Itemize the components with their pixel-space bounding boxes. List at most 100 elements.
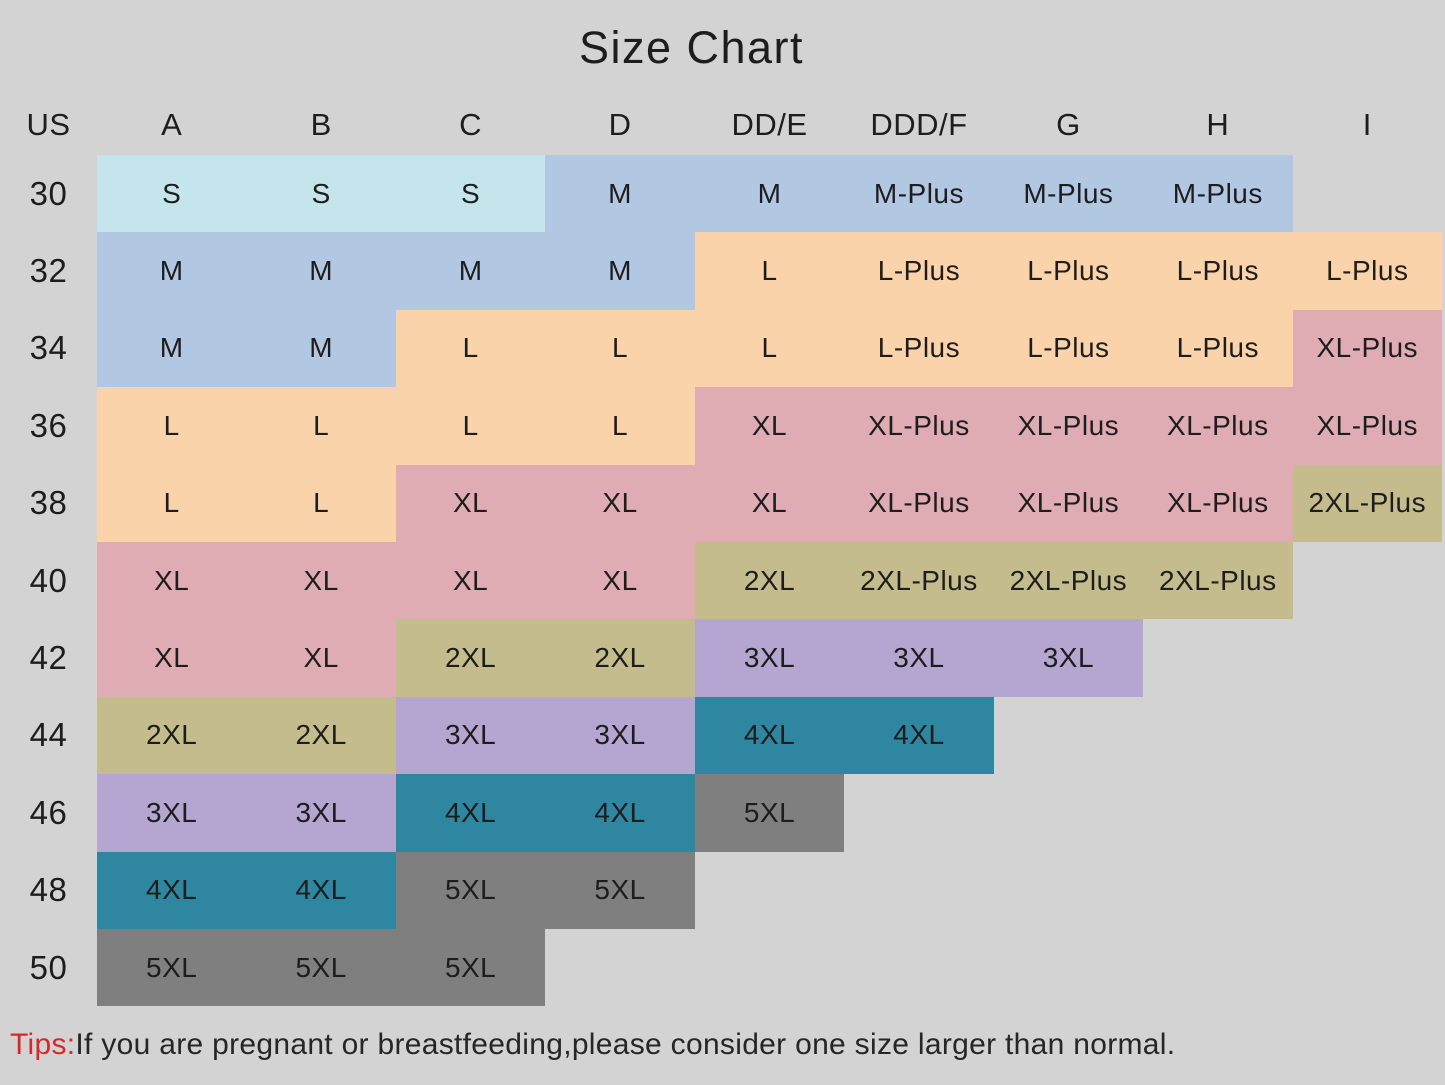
size-cell: 4XL xyxy=(246,851,396,929)
size-cell: XL xyxy=(545,464,695,542)
empty-cell xyxy=(1143,852,1292,929)
size-cell: XL xyxy=(395,541,546,620)
size-cell: L-Plus xyxy=(1143,232,1293,310)
empty-cell xyxy=(695,852,844,929)
size-cell: XL xyxy=(97,541,247,620)
row-label-34: 34 xyxy=(29,329,68,367)
size-cell: 2XL-Plus xyxy=(844,541,994,620)
size-cell: L-Plus xyxy=(844,309,994,388)
column-header-c: C xyxy=(459,107,483,142)
empty-cell xyxy=(994,697,1143,774)
size-cell: 3XL xyxy=(844,619,994,697)
row-label-32: 32 xyxy=(29,252,68,290)
size-cell: 2XL xyxy=(246,696,396,775)
size-cell: 2XL-Plus xyxy=(993,541,1144,620)
column-header-d: D xyxy=(608,107,632,142)
empty-cell xyxy=(844,929,993,1006)
size-cell: 2XL xyxy=(545,619,695,697)
size-cell: XL-Plus xyxy=(993,387,1144,465)
size-cell: M xyxy=(246,232,396,310)
size-cell: 2XL xyxy=(694,541,845,620)
empty-cell xyxy=(1293,774,1442,851)
size-cell: S xyxy=(97,155,247,233)
size-cell: M-Plus xyxy=(1143,155,1293,233)
row-label-44: 44 xyxy=(29,716,68,754)
column-header-ddd-f: DDD/F xyxy=(870,107,968,142)
size-cell: 3XL xyxy=(97,774,247,852)
empty-cell xyxy=(844,774,993,851)
size-cell: L-Plus xyxy=(1292,232,1442,310)
size-cell: L-Plus xyxy=(1143,309,1293,388)
row-label-48: 48 xyxy=(29,871,68,909)
column-header-a: A xyxy=(161,107,183,142)
size-cell: M xyxy=(545,155,695,233)
size-cell: 2XL-Plus xyxy=(1292,464,1442,542)
row-label-42: 42 xyxy=(29,639,68,677)
size-cell: XL xyxy=(694,387,845,465)
size-cell: 5XL xyxy=(694,774,845,852)
empty-cell xyxy=(994,774,1143,851)
size-cell: 5XL xyxy=(246,928,396,1007)
column-header-dd-e: DD/E xyxy=(731,107,808,142)
empty-cell xyxy=(695,929,844,1006)
size-cell: 2XL xyxy=(97,696,247,775)
row-label-46: 46 xyxy=(29,793,68,831)
size-cell: 5XL xyxy=(395,851,546,929)
row-label-36: 36 xyxy=(29,406,68,444)
size-cell: M-Plus xyxy=(993,155,1144,233)
size-cell: L xyxy=(97,464,247,542)
size-cell: L xyxy=(246,464,396,542)
empty-cell xyxy=(994,852,1143,929)
empty-cell xyxy=(1293,155,1442,232)
empty-cell xyxy=(545,929,694,1006)
empty-cell xyxy=(1143,774,1292,851)
empty-cell xyxy=(1293,929,1442,1006)
size-cell: 3XL xyxy=(545,696,695,775)
size-cell: L xyxy=(395,387,546,465)
column-header-h: H xyxy=(1206,107,1230,142)
size-cell: 4XL xyxy=(694,696,845,775)
size-cell: XL xyxy=(246,541,396,620)
size-cell: XL-Plus xyxy=(844,464,994,542)
size-cell: M xyxy=(97,232,247,310)
size-cell: 2XL xyxy=(395,619,546,697)
column-header-b: B xyxy=(310,107,332,142)
empty-cell xyxy=(1293,542,1442,619)
row-label-38: 38 xyxy=(29,484,68,522)
size-cell: M-Plus xyxy=(844,155,994,233)
size-cell: 4XL xyxy=(395,774,546,852)
empty-cell xyxy=(1143,697,1292,774)
size-chart-table: US A B C D DD/E DDD/F G H I 30 S S S M M M-Plus M-Plus M-P… xyxy=(0,95,1442,1007)
size-cell: XL xyxy=(395,464,546,542)
empty-cell xyxy=(994,929,1143,1006)
size-cell: XL xyxy=(246,619,396,697)
size-cell: XL-Plus xyxy=(1292,309,1442,388)
size-cell: 4XL xyxy=(97,851,247,929)
size-cell: L xyxy=(395,309,546,388)
empty-cell xyxy=(1293,619,1442,696)
size-cell: XL xyxy=(694,464,845,542)
size-cell: S xyxy=(395,155,546,233)
size-cell: XL-Plus xyxy=(1143,387,1293,465)
size-cell: XL-Plus xyxy=(1292,387,1442,465)
size-cell: 3XL xyxy=(694,619,845,697)
empty-cell xyxy=(844,852,993,929)
size-cell: L xyxy=(545,387,695,465)
empty-cell xyxy=(1143,929,1292,1006)
row-label-50: 50 xyxy=(29,948,68,986)
size-cell: 5XL xyxy=(545,851,695,929)
title-row: Size Chart xyxy=(0,0,1445,95)
size-cell: L xyxy=(97,387,247,465)
size-cell: M xyxy=(694,155,845,233)
empty-cell xyxy=(1293,852,1442,929)
size-cell: L xyxy=(545,309,695,388)
size-cell: XL-Plus xyxy=(993,464,1144,542)
size-cell: XL-Plus xyxy=(1143,464,1293,542)
size-cell: M xyxy=(395,232,546,310)
column-header-g: G xyxy=(1056,107,1081,142)
row-label-30: 30 xyxy=(29,174,68,212)
size-cell: S xyxy=(246,155,396,233)
empty-cell xyxy=(1293,697,1442,774)
size-cell: XL xyxy=(545,541,695,620)
tips-label: Tips: xyxy=(10,1028,76,1062)
